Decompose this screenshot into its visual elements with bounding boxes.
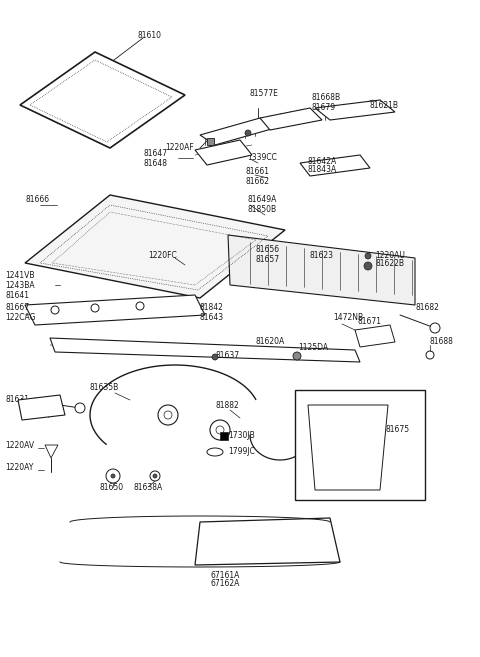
Text: 81641: 81641 (5, 290, 29, 300)
Text: 81577E: 81577E (250, 89, 279, 97)
Text: 81667: 81667 (5, 302, 29, 311)
Text: 1220AU: 1220AU (375, 250, 405, 260)
Polygon shape (355, 325, 395, 347)
Polygon shape (50, 338, 360, 362)
Bar (207, 138, 214, 145)
Polygon shape (195, 518, 340, 565)
Text: 81621B: 81621B (370, 101, 399, 110)
Polygon shape (45, 445, 58, 458)
Text: 81843A: 81843A (308, 166, 337, 175)
Circle shape (364, 262, 372, 270)
Text: 1243BA: 1243BA (5, 281, 35, 290)
Polygon shape (18, 395, 65, 420)
Text: 81610: 81610 (138, 32, 162, 41)
Text: 67161A: 67161A (210, 570, 240, 579)
Text: 81657: 81657 (255, 256, 279, 265)
Polygon shape (308, 405, 388, 490)
Circle shape (430, 323, 440, 333)
Text: 81666: 81666 (25, 196, 49, 204)
Circle shape (75, 403, 85, 413)
Text: 81631: 81631 (5, 396, 29, 405)
Text: 81649A: 81649A (248, 196, 277, 204)
Text: 67162A: 67162A (210, 579, 240, 589)
Circle shape (153, 474, 157, 478)
Text: 81622B: 81622B (375, 260, 404, 269)
Polygon shape (200, 118, 275, 145)
Text: 81643: 81643 (200, 313, 224, 323)
Circle shape (158, 405, 178, 425)
Text: 81638A: 81638A (133, 482, 162, 491)
Bar (295, 390, 425, 500)
Text: 1125DA: 1125DA (298, 344, 328, 353)
Text: 81675: 81675 (385, 426, 409, 434)
Text: 81688: 81688 (430, 338, 454, 346)
Polygon shape (25, 295, 205, 325)
Text: 81648: 81648 (143, 158, 167, 168)
Circle shape (293, 352, 301, 360)
Text: 81850B: 81850B (248, 204, 277, 214)
Polygon shape (195, 140, 252, 165)
Text: 1730JB: 1730JB (228, 432, 255, 440)
Text: 81647: 81647 (143, 148, 167, 158)
Text: 81882: 81882 (215, 401, 239, 409)
Text: 81679: 81679 (312, 104, 336, 112)
Circle shape (210, 420, 230, 440)
Polygon shape (315, 100, 395, 120)
Text: 1241VB: 1241VB (5, 271, 35, 279)
Text: 81842: 81842 (200, 304, 224, 313)
Text: 81642A: 81642A (308, 156, 337, 166)
Text: 81662: 81662 (245, 177, 269, 185)
Polygon shape (228, 235, 415, 305)
Circle shape (111, 474, 115, 478)
Bar (220, 432, 228, 440)
Text: 1472NB: 1472NB (333, 313, 363, 323)
Text: 1339CC: 1339CC (247, 152, 277, 162)
Text: 122CAG: 122CAG (5, 313, 36, 321)
Text: 1799JC: 1799JC (228, 447, 255, 457)
Text: 81650: 81650 (100, 482, 124, 491)
Circle shape (245, 130, 251, 136)
Text: 81668B: 81668B (312, 93, 341, 102)
Text: 81620A: 81620A (255, 338, 284, 346)
Text: 81637: 81637 (215, 350, 239, 359)
Text: 1220AY: 1220AY (5, 463, 34, 472)
Text: 81656: 81656 (255, 246, 279, 254)
Text: 1220AF: 1220AF (165, 143, 194, 152)
Text: 1220FC: 1220FC (148, 250, 177, 260)
Text: 1220AV: 1220AV (5, 440, 34, 449)
Polygon shape (260, 108, 322, 130)
Polygon shape (20, 52, 185, 148)
Text: 81671: 81671 (357, 317, 381, 327)
Text: 81635B: 81635B (90, 384, 119, 392)
Text: 81623: 81623 (310, 250, 334, 260)
Text: 81661: 81661 (245, 168, 269, 177)
Circle shape (365, 253, 371, 259)
Polygon shape (25, 195, 285, 298)
Polygon shape (300, 155, 370, 176)
Text: 81682: 81682 (415, 304, 439, 313)
Circle shape (212, 354, 218, 360)
